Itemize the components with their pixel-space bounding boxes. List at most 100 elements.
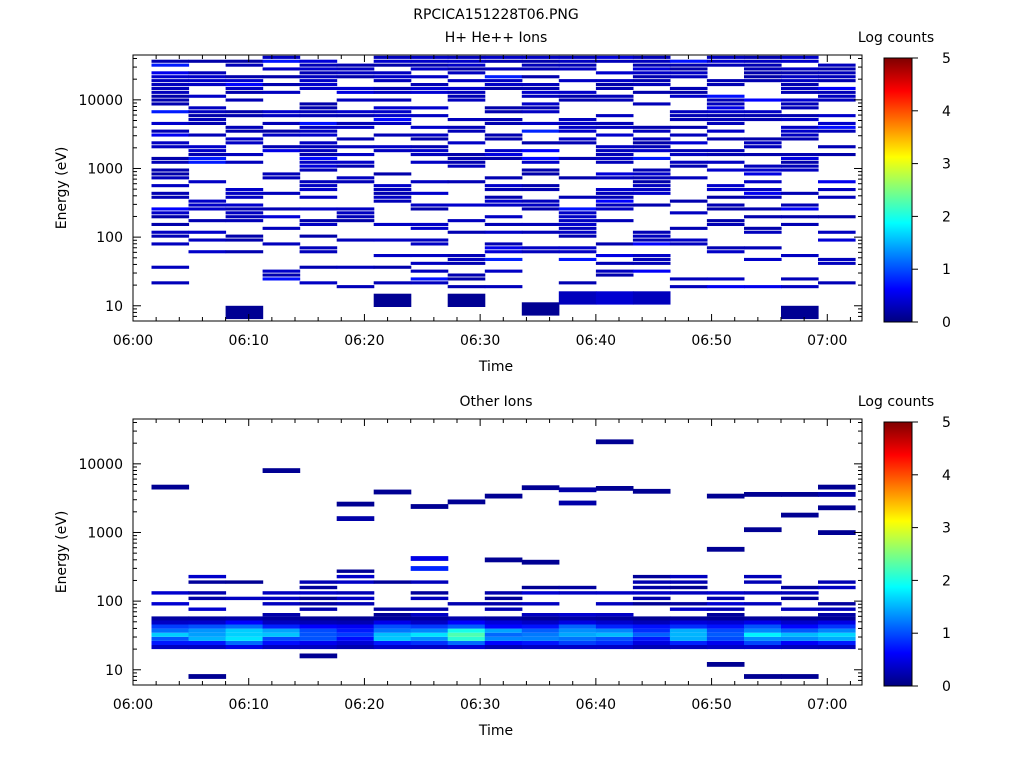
heatmap-cell — [447, 118, 486, 122]
heatmap-cell — [151, 628, 190, 633]
x-tick-label: 06:50 — [691, 333, 731, 349]
heatmap-cell — [669, 238, 708, 242]
heatmap-cell — [262, 114, 301, 118]
heatmap-cell — [558, 121, 597, 125]
heatmap-cell — [706, 607, 745, 611]
heatmap-cell — [447, 55, 486, 59]
heatmap-cell — [781, 168, 819, 172]
heatmap-cell — [706, 63, 745, 67]
heatmap-cell — [373, 199, 412, 203]
heatmap-cell — [669, 602, 708, 606]
heatmap-cell — [262, 110, 301, 114]
heatmap-cell — [781, 59, 819, 63]
heatmap-cell — [336, 125, 375, 129]
heatmap-cell — [447, 67, 486, 71]
heatmap-cell — [151, 624, 190, 629]
heatmap-cell — [373, 114, 412, 118]
heatmap-cell — [744, 527, 782, 533]
heatmap-cell — [336, 596, 375, 601]
heatmap-cell — [632, 172, 671, 176]
heatmap-cell — [447, 640, 486, 645]
heatmap-cell — [151, 191, 190, 195]
heatmap-cell — [188, 238, 227, 242]
heatmap-cell — [299, 114, 338, 118]
heatmap-cell — [595, 269, 634, 273]
heatmap-cell — [558, 211, 597, 215]
heatmap-cell — [558, 620, 597, 625]
heatmap-cell — [262, 149, 301, 153]
heatmap-cell — [151, 121, 190, 125]
heatmap-cell — [484, 199, 523, 203]
heatmap-cell — [188, 632, 227, 637]
heatmap-cell — [299, 180, 338, 184]
y-tick-label: 10 — [105, 663, 123, 679]
heatmap-cell — [299, 616, 338, 621]
heatmap-cell — [336, 265, 375, 269]
heatmap-cell — [781, 585, 819, 590]
heatmap-cell — [818, 125, 856, 129]
heatmap-cell — [151, 145, 190, 149]
heatmap-cell — [373, 121, 412, 125]
heatmap-cell — [410, 261, 449, 265]
heatmap-cell — [262, 613, 301, 617]
heatmap-cell — [744, 591, 782, 595]
heatmap-cell — [373, 613, 412, 617]
colorbar-ticks: 0 1 2 3 4 5 — [912, 415, 951, 695]
heatmap-cell — [669, 624, 708, 629]
heatmap-cell — [410, 628, 449, 633]
heatmap-cell — [818, 129, 856, 133]
heatmap-cell — [484, 59, 523, 63]
heatmap-cell — [632, 291, 671, 305]
heatmap-cell — [447, 153, 486, 157]
heatmap-cell — [632, 203, 671, 207]
heatmap-cell — [151, 168, 190, 172]
heatmap-cell — [484, 250, 523, 254]
heatmap-cell — [447, 277, 486, 281]
heatmap-cell — [595, 439, 634, 445]
heatmap-cell — [632, 156, 671, 160]
heatmap-cell — [151, 94, 190, 98]
heatmap-cell — [706, 195, 745, 199]
heatmap-cell — [336, 71, 375, 75]
heatmap-cell — [744, 191, 782, 195]
heatmap-cell — [410, 616, 449, 621]
heatmap-cell — [595, 114, 634, 118]
heatmap-cell — [262, 226, 301, 230]
heatmap-cell — [299, 640, 338, 645]
heatmap-cell — [818, 257, 856, 261]
heatmap-cell — [744, 207, 782, 211]
heatmap-cell — [818, 613, 856, 617]
heatmap-cell — [781, 632, 819, 637]
heatmap-cell — [595, 125, 634, 129]
heatmap-cell — [706, 94, 745, 98]
heatmap-cell — [706, 118, 745, 122]
x-tick-label: 06:40 — [576, 697, 616, 713]
heatmap-cell — [299, 653, 338, 659]
heatmap-cell — [373, 254, 412, 258]
heatmap-cell — [336, 137, 375, 141]
heatmap-cell — [781, 645, 819, 650]
heatmap-cell — [225, 191, 264, 195]
heatmap-cell — [632, 191, 671, 195]
y-tick-label: 10 — [105, 299, 123, 315]
heatmap-cell — [225, 624, 264, 629]
heatmap-cell — [521, 246, 560, 250]
heatmap-cell — [447, 261, 486, 265]
heatmap-cell — [744, 645, 782, 650]
heatmap-cell — [558, 226, 597, 230]
heatmap-cell — [336, 620, 375, 625]
heatmap-cell — [744, 71, 782, 75]
heatmap-cell — [781, 102, 819, 106]
heatmap-cell — [151, 632, 190, 637]
heatmap-cell — [410, 106, 449, 110]
heatmap-cell — [410, 640, 449, 645]
heatmap-cell — [373, 489, 412, 495]
heatmap-cell — [336, 215, 375, 219]
heatmap-cell — [669, 176, 708, 180]
heatmap-cell — [447, 293, 486, 307]
heatmap-cell — [632, 63, 671, 67]
heatmap-cell — [744, 620, 782, 625]
heatmap-cell — [484, 645, 523, 650]
heatmap-cell — [299, 71, 338, 75]
heatmap-cell — [818, 195, 856, 199]
